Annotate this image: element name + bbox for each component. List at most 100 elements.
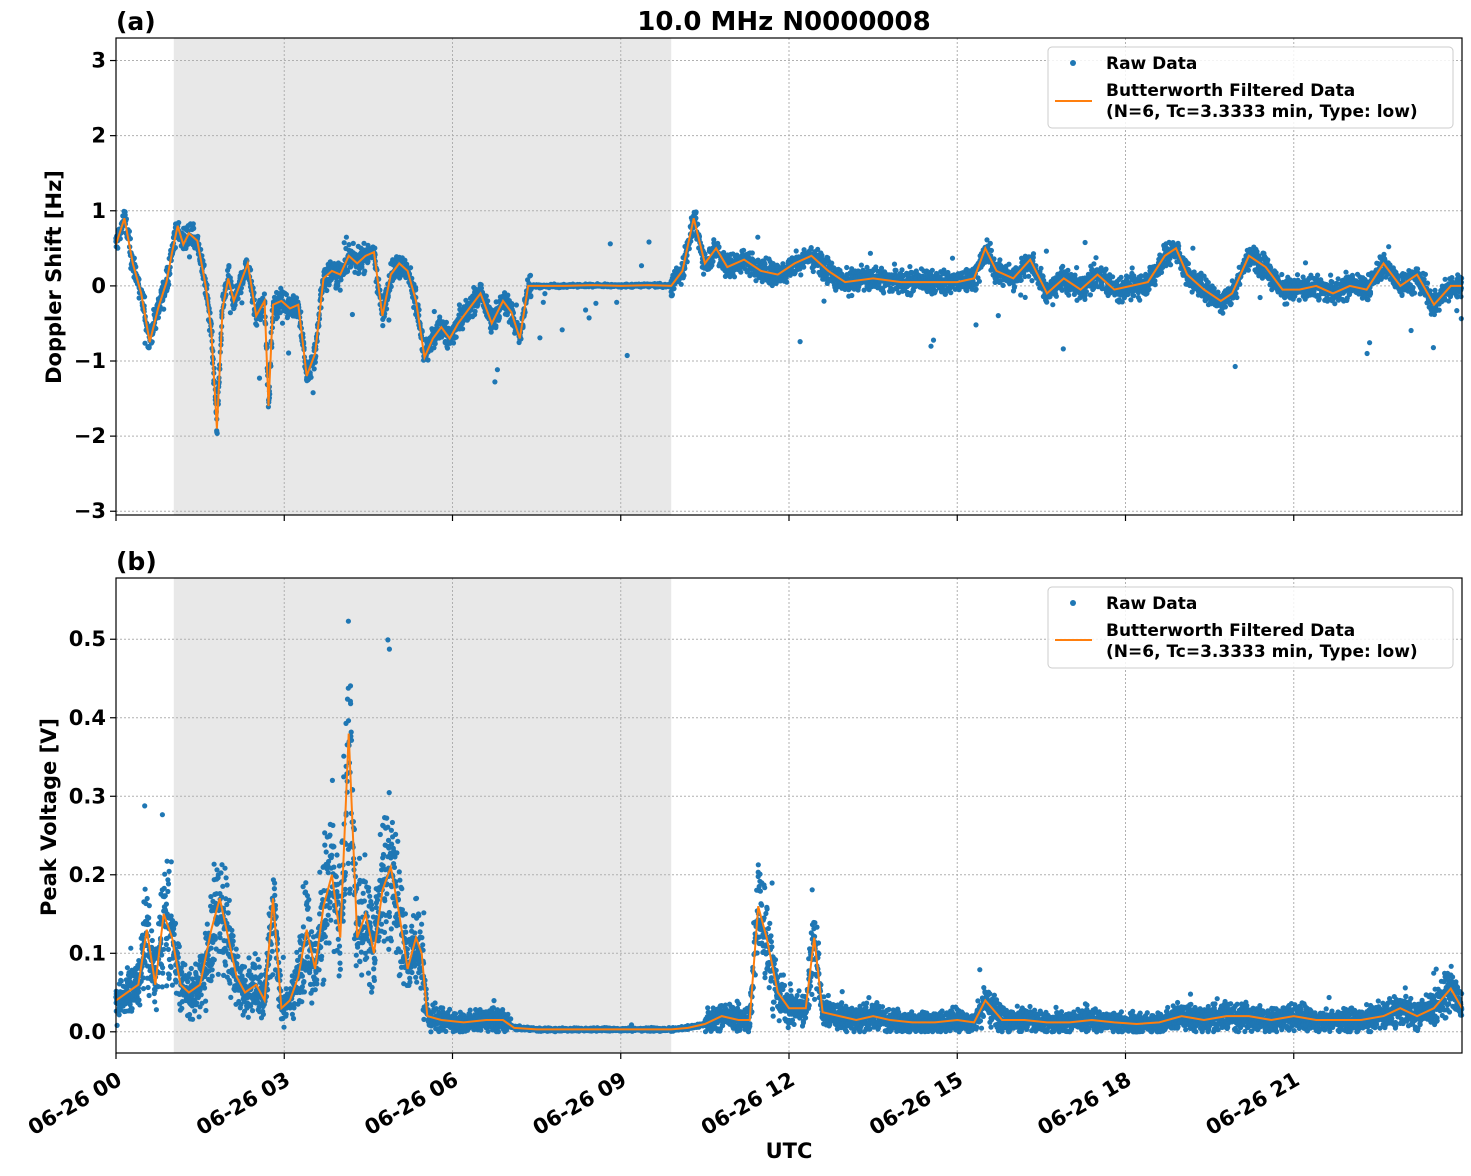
raw-data-point xyxy=(1147,287,1152,292)
raw-data-point xyxy=(493,325,498,330)
raw-data-point xyxy=(899,267,904,272)
raw-data-point xyxy=(495,367,500,372)
raw-data-point xyxy=(191,221,196,226)
raw-data-point xyxy=(275,315,280,320)
raw-data-point xyxy=(238,290,243,295)
raw-data-point xyxy=(849,293,854,298)
raw-data-point xyxy=(327,282,332,287)
raw-data-point xyxy=(1258,295,1263,300)
raw-data-point xyxy=(974,287,979,292)
raw-data-point xyxy=(444,320,449,325)
raw-data-point xyxy=(1061,346,1066,351)
raw-data-point xyxy=(176,220,181,225)
raw-data-point xyxy=(528,273,533,278)
raw-data-point xyxy=(893,268,898,273)
raw-data-point xyxy=(1317,296,1322,301)
raw-data-point xyxy=(350,312,355,317)
raw-data-point xyxy=(1246,268,1251,273)
raw-data-point xyxy=(309,375,314,380)
raw-data-point xyxy=(509,301,514,306)
raw-data-point xyxy=(950,256,955,261)
raw-data-point xyxy=(457,302,462,307)
raw-data-point xyxy=(454,335,459,340)
raw-data-point xyxy=(784,280,789,285)
raw-data-point xyxy=(497,314,502,319)
raw-data-point xyxy=(977,279,982,284)
raw-data-point xyxy=(1006,262,1011,267)
raw-data-point xyxy=(859,263,864,268)
raw-data-point xyxy=(560,327,565,332)
raw-data-point xyxy=(1265,257,1270,262)
raw-data-point xyxy=(1065,268,1070,273)
raw-data-point xyxy=(1084,289,1089,294)
raw-data-point xyxy=(679,282,684,287)
raw-data-point xyxy=(738,270,743,275)
raw-data-point xyxy=(432,309,437,314)
raw-data-point xyxy=(794,248,799,253)
raw-data-point xyxy=(254,323,259,328)
raw-data-point xyxy=(324,288,329,293)
raw-data-point xyxy=(1368,289,1373,294)
raw-data-point xyxy=(1012,285,1017,290)
raw-data-point xyxy=(988,241,993,246)
raw-data-point xyxy=(226,265,231,270)
raw-data-point xyxy=(1130,265,1135,270)
raw-data-point xyxy=(451,340,456,345)
raw-data-point xyxy=(244,258,249,263)
raw-data-point xyxy=(233,302,238,307)
raw-data-point xyxy=(1168,262,1173,267)
raw-data-point xyxy=(311,390,316,395)
raw-data-point xyxy=(1103,267,1108,272)
raw-data-point xyxy=(844,265,849,270)
raw-data-point xyxy=(1119,275,1124,280)
raw-data-point xyxy=(1284,301,1289,306)
raw-data-point xyxy=(930,268,935,273)
raw-data-point xyxy=(671,286,676,291)
raw-data-point xyxy=(1295,272,1300,277)
raw-data-point xyxy=(614,300,619,305)
raw-data-point xyxy=(811,269,816,274)
raw-data-point xyxy=(1018,292,1023,297)
raw-data-point xyxy=(1001,283,1006,288)
raw-data-point xyxy=(541,300,546,305)
raw-data-point xyxy=(342,240,347,245)
raw-data-point xyxy=(593,301,598,306)
raw-data-point xyxy=(1093,255,1098,260)
raw-data-point xyxy=(345,269,350,274)
raw-data-point xyxy=(798,272,803,277)
raw-data-point xyxy=(996,313,1001,318)
raw-data-point xyxy=(262,291,267,296)
raw-data-point xyxy=(1050,302,1055,307)
raw-data-point xyxy=(1279,272,1284,277)
raw-data-point xyxy=(257,376,262,381)
raw-data-point xyxy=(1186,261,1191,266)
raw-data-point xyxy=(280,321,285,326)
raw-data-point xyxy=(1038,266,1043,271)
raw-data-point xyxy=(485,298,490,303)
raw-data-point xyxy=(1044,300,1049,305)
raw-data-point xyxy=(646,239,651,244)
raw-data-point xyxy=(473,309,478,314)
raw-data-point xyxy=(1365,351,1370,356)
raw-data-point xyxy=(892,262,897,267)
raw-data-point xyxy=(537,335,542,340)
raw-data-point xyxy=(639,263,644,268)
raw-data-point xyxy=(1083,240,1088,245)
raw-data-point xyxy=(587,315,592,320)
raw-data-point xyxy=(868,251,873,256)
raw-data-point xyxy=(931,338,936,343)
raw-data-point xyxy=(881,289,886,294)
raw-data-point xyxy=(670,292,675,297)
raw-data-point xyxy=(1044,249,1049,254)
raw-data-point xyxy=(928,344,933,349)
raw-data-point xyxy=(1029,278,1034,283)
raw-data-point xyxy=(1190,246,1195,251)
raw-data-point xyxy=(948,290,953,295)
raw-data-point xyxy=(1023,295,1028,300)
raw-data-point xyxy=(1297,298,1302,303)
raw-data-point xyxy=(973,322,978,327)
raw-data-point xyxy=(809,245,814,250)
raw-data-point xyxy=(1336,276,1341,281)
raw-data-point xyxy=(386,317,391,322)
